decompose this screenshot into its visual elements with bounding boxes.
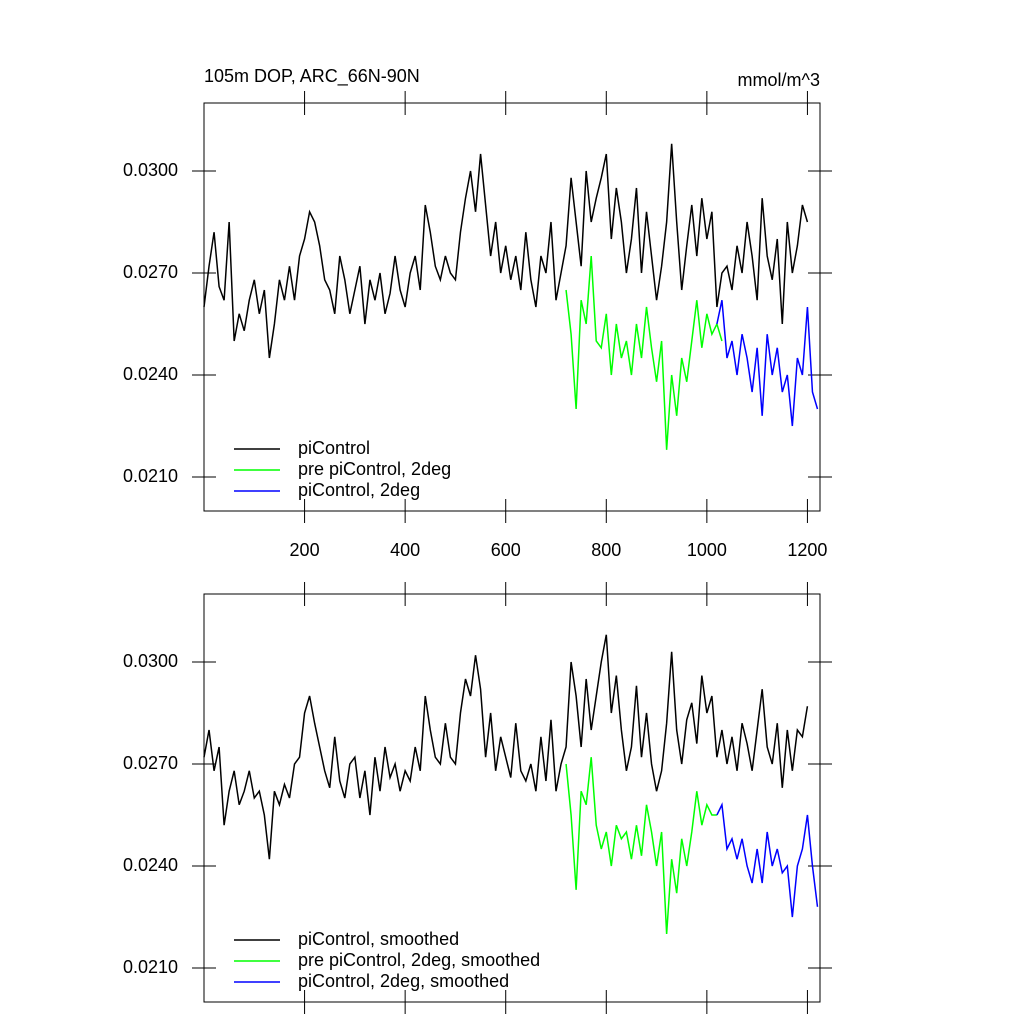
- plot-frame: [203, 593, 821, 1003]
- y-tick-label: 0.0270: [123, 262, 178, 282]
- data-line: [203, 143, 809, 359]
- legend-label: pre piControl, 2deg: [298, 459, 451, 479]
- y-tick-label: 0.0300: [123, 651, 178, 671]
- y-tick-label: 0.0210: [123, 466, 178, 486]
- y-tick-label: 0.0240: [123, 364, 178, 384]
- units-label: mmol/m^3: [738, 70, 820, 90]
- x-tick-label: 1200: [787, 540, 827, 560]
- x-tick-label: 800: [591, 540, 621, 560]
- x-tick-label: 200: [290, 540, 320, 560]
- y-tick-label: 0.0210: [123, 957, 178, 977]
- y-tick-label: 0.0270: [123, 753, 178, 773]
- x-tick-label: 400: [390, 540, 420, 560]
- data-line: [565, 255, 723, 450]
- legend-label: pre piControl, 2deg, smoothed: [298, 950, 540, 970]
- x-tick-label: 1000: [687, 540, 727, 560]
- legend-label: piControl, smoothed: [298, 929, 459, 949]
- data-line: [203, 634, 809, 860]
- legend-label: piControl, 2deg: [298, 480, 420, 500]
- data-line: [716, 802, 819, 918]
- data-line: [565, 757, 717, 935]
- legend-label: piControl: [298, 438, 370, 458]
- data-line: [716, 300, 819, 427]
- chart-title: 105m DOP, ARC_66N-90N: [204, 66, 420, 87]
- legend-label: piControl, 2deg, smoothed: [298, 971, 509, 991]
- plot-frame: [203, 102, 821, 512]
- y-tick-label: 0.0300: [123, 160, 178, 180]
- y-tick-label: 0.0240: [123, 855, 178, 875]
- x-tick-label: 600: [491, 540, 521, 560]
